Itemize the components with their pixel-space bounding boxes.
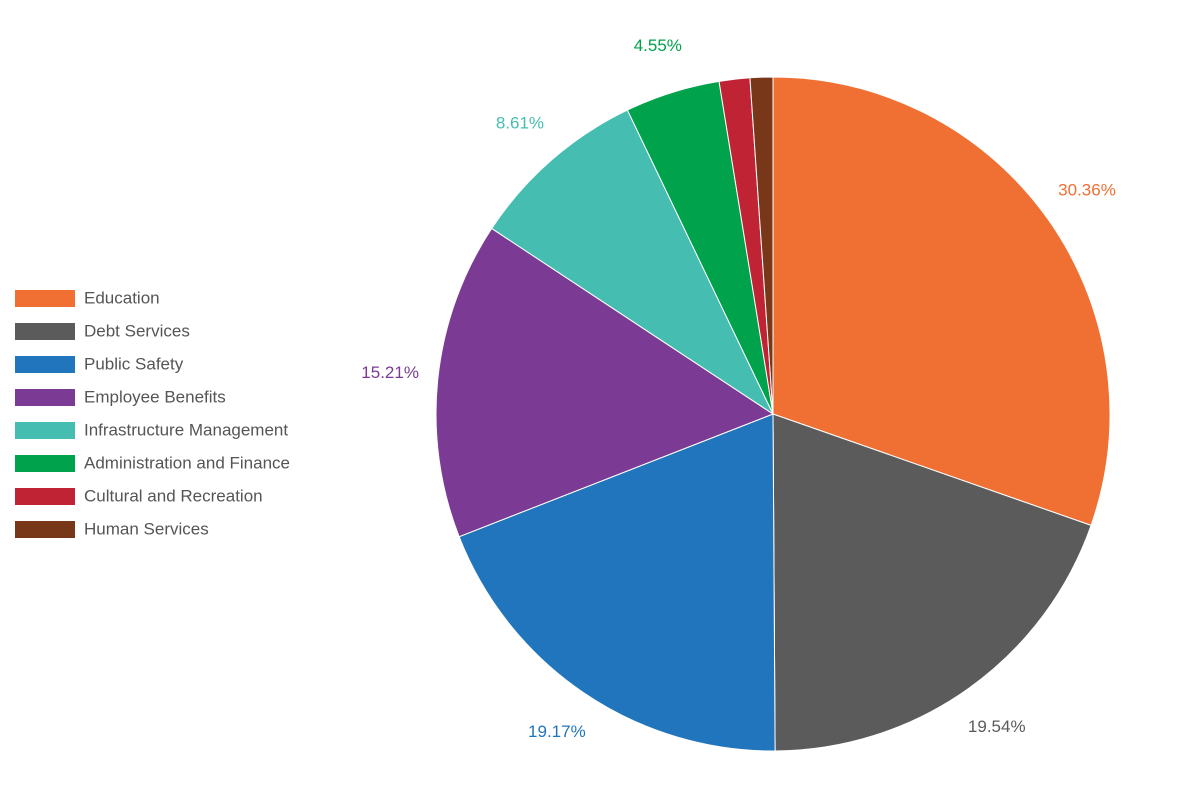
pie-label-infrastructure-management: 8.61% — [496, 113, 544, 132]
legend-item-public-safety: Public Safety — [15, 354, 184, 373]
legend-item-infrastructure-management: Infrastructure Management — [15, 420, 288, 439]
legend-swatch-infrastructure-management — [15, 422, 75, 439]
pie-slice-debt-services — [772, 413, 1092, 752]
pie-labels: 30.36% 19.54% 19.17% 15.21% 8.61% 4.55% — [361, 36, 1116, 741]
legend-item-education: Education — [15, 288, 160, 307]
legend-item-administration-and-finance: Administration and Finance — [15, 453, 290, 472]
legend-label-public-safety: Public Safety — [84, 354, 184, 373]
pie-slice-education — [772, 76, 1111, 526]
pie-label-public-safety: 19.17% — [528, 722, 586, 741]
legend-item-cultural-and-recreation: Cultural and Recreation — [15, 486, 263, 505]
legend-label-education: Education — [84, 288, 160, 307]
legend-swatch-public-safety — [15, 356, 75, 373]
pie-label-debt-services: 19.54% — [968, 717, 1026, 736]
legend-label-employee-benefits: Employee Benefits — [84, 387, 226, 406]
legend-item-debt-services: Debt Services — [15, 321, 190, 340]
legend-label-human-services: Human Services — [84, 519, 209, 538]
legend-swatch-debt-services — [15, 323, 75, 340]
legend-swatch-education — [15, 290, 75, 307]
pie-slice-employee-benefits — [435, 227, 775, 538]
pie-slice-public-safety — [458, 413, 776, 752]
legend-item-human-services: Human Services — [15, 519, 209, 538]
legend-swatch-cultural-and-recreation — [15, 488, 75, 505]
legend-swatch-administration-and-finance — [15, 455, 75, 472]
legend-item-employee-benefits: Employee Benefits — [15, 387, 226, 406]
legend-label-cultural-and-recreation: Cultural and Recreation — [84, 486, 263, 505]
pie-slice-human-services — [749, 76, 774, 415]
legend-label-administration-and-finance: Administration and Finance — [84, 453, 290, 472]
legend-swatch-human-services — [15, 521, 75, 538]
legend-swatch-employee-benefits — [15, 389, 75, 406]
pie-label-employee-benefits: 15.21% — [361, 363, 419, 382]
legend-label-debt-services: Debt Services — [84, 321, 190, 340]
pie-label-administration-and-finance: 4.55% — [634, 36, 682, 55]
pie-slice-infrastructure-management — [490, 109, 775, 416]
pie-slices — [435, 76, 1111, 752]
pie-label-education: 30.36% — [1058, 181, 1116, 200]
legend-label-infrastructure-management: Infrastructure Management — [84, 420, 288, 439]
chart-legend: Education Debt Services Public Safety Emplo… — [15, 288, 290, 538]
